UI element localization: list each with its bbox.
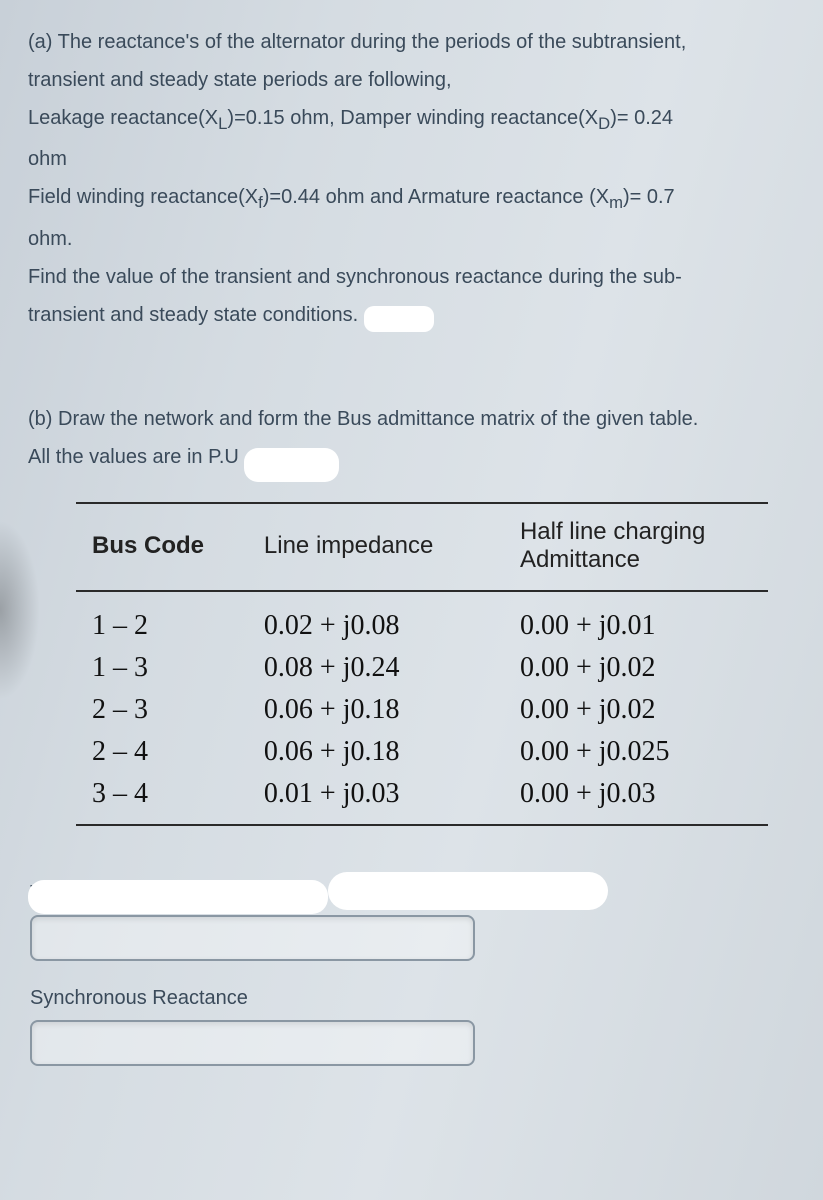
answer-fields: Transient Reactance Synchronous Reactanc… [28,882,798,1066]
pa-l3b: )=0.15 ohm, Damper winding reactance(X [227,107,598,129]
part-b-text: (b) Draw the network and form the Bus ad… [28,402,798,475]
synchronous-reactance-label: Synchronous Reactance [30,987,798,1010]
cell-bus: 2 – 4 [76,731,256,773]
transient-reactance-input[interactable] [30,915,475,961]
pa-l2: transient and steady state periods are f… [28,69,452,91]
cell-imp: 0.06 + j0.18 [256,689,512,731]
table-row: 2 – 4 0.06 + j0.18 0.00 + j0.025 [76,731,768,773]
cell-imp: 0.08 + j0.24 [256,647,512,689]
pb-l1: (b) Draw the network and form the Bus ad… [28,408,698,430]
bus-table-container: Bus Code Line impedance Half line chargi… [76,502,768,826]
cell-adm: 0.00 + j0.02 [512,689,768,731]
synchronous-reactance-input[interactable] [30,1020,475,1066]
pa-l5-sub2: m [609,193,623,212]
pa-l8: transient and steady state conditions. [28,304,358,326]
table-header-impedance: Line impedance [256,503,512,591]
pa-l3-sub2: D [598,114,610,133]
table-row: 1 – 3 0.08 + j0.24 0.00 + j0.02 [76,647,768,689]
pa-l6: ohm. [28,228,72,250]
redaction-mark [244,448,339,482]
redaction-mark [28,880,328,914]
pa-l4: ohm [28,148,67,170]
cell-imp: 0.01 + j0.03 [256,773,512,825]
pa-l5c: )= 0.7 [623,186,675,208]
bus-admittance-table: Bus Code Line impedance Half line chargi… [76,502,768,826]
pa-l5b: )=0.44 ohm and Armature reactance (X [263,186,609,208]
th-adm-line2: Admittance [520,546,640,573]
cell-bus: 2 – 3 [76,689,256,731]
pa-l7: Find the value of the transient and sync… [28,266,682,288]
redaction-mark [328,872,608,910]
pa-l3c: )= 0.24 [610,107,673,129]
table-header-buscode: Bus Code [76,503,256,591]
table-header-admittance: Half line charging Admittance [512,503,768,591]
cell-bus: 1 – 2 [76,591,256,647]
cell-imp: 0.06 + j0.18 [256,731,512,773]
cell-bus: 1 – 3 [76,647,256,689]
cell-adm: 0.00 + j0.02 [512,647,768,689]
redaction-mark [364,306,434,332]
cell-adm: 0.00 + j0.025 [512,731,768,773]
page-shadow [0,520,40,700]
part-a-text: (a) The reactance's of the alternator du… [28,25,798,332]
pb-l2: All the values are in P.U [28,446,239,468]
pa-l3a: Leakage reactance(X [28,107,218,129]
pa-l5a: Field winding reactance(X [28,186,258,208]
cell-bus: 3 – 4 [76,773,256,825]
pa-l1: (a) The reactance's of the alternator du… [28,31,686,53]
table-row: 1 – 2 0.02 + j0.08 0.00 + j0.01 [76,591,768,647]
cell-adm: 0.00 + j0.03 [512,773,768,825]
cell-adm: 0.00 + j0.01 [512,591,768,647]
th-adm-line1: Half line charging [520,518,705,545]
table-row: 2 – 3 0.06 + j0.18 0.00 + j0.02 [76,689,768,731]
cell-imp: 0.02 + j0.08 [256,591,512,647]
table-row: 3 – 4 0.01 + j0.03 0.00 + j0.03 [76,773,768,825]
